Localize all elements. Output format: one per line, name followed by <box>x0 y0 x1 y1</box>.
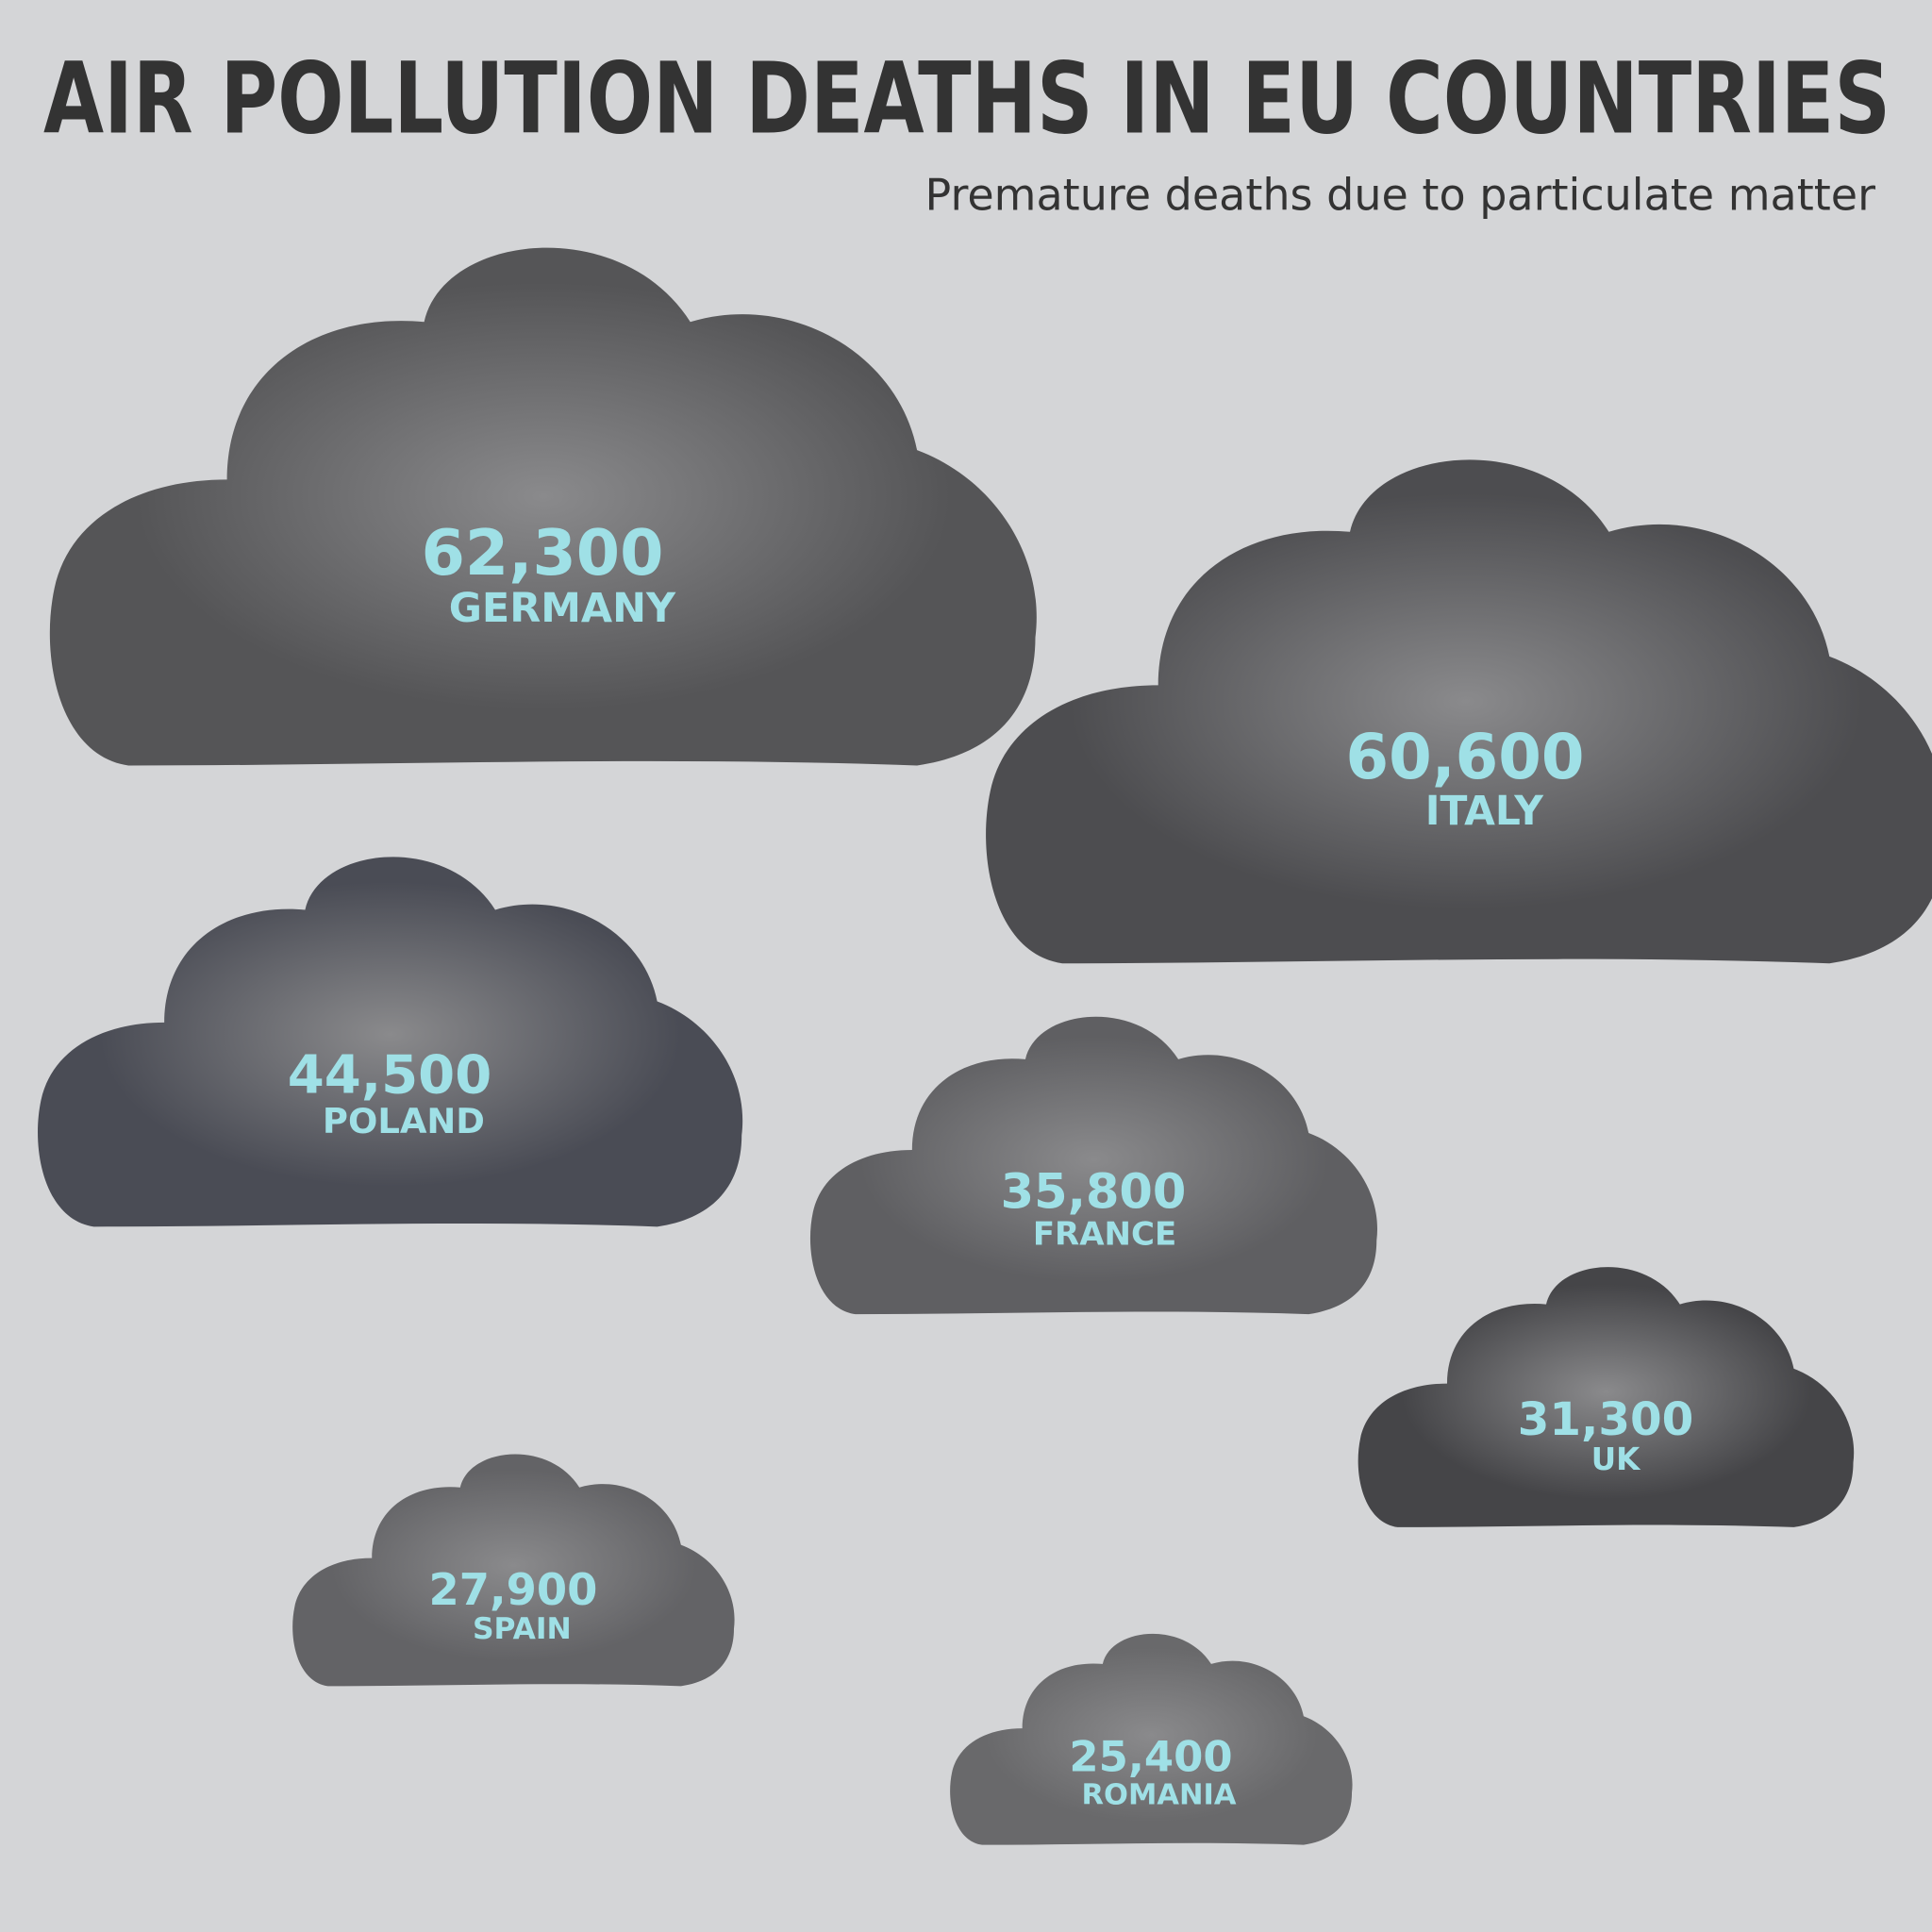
cloud <box>292 1454 735 1687</box>
cloud <box>1357 1267 1855 1527</box>
category-label: ROMANIA <box>1082 1778 1237 1811</box>
value-label: 35,800 <box>1001 1164 1187 1220</box>
category-label: ITALY <box>1425 788 1544 834</box>
cloud <box>950 1633 1353 1845</box>
cloud <box>809 1016 1378 1315</box>
cloud <box>38 857 743 1227</box>
category-label: POLAND <box>323 1101 485 1141</box>
value-label: 25,400 <box>1069 1732 1232 1782</box>
category-label: SPAIN <box>473 1612 572 1646</box>
category-label: FRANCE <box>1033 1215 1176 1253</box>
cloud <box>49 247 1037 766</box>
value-label: 60,600 <box>1346 722 1585 793</box>
category-label: UK <box>1591 1441 1641 1477</box>
category-label: GERMANY <box>449 585 676 632</box>
value-label: 31,300 <box>1518 1393 1694 1446</box>
chart-subtitle: Premature deaths due to particulate matt… <box>925 170 1876 221</box>
value-label: 27,900 <box>429 1564 598 1615</box>
cloud <box>986 459 1932 964</box>
value-label: 62,300 <box>422 516 664 590</box>
chart-title: AIR POLLUTION DEATHS IN EU COUNTRIES <box>43 41 1890 156</box>
value-label: 44,500 <box>288 1044 492 1106</box>
